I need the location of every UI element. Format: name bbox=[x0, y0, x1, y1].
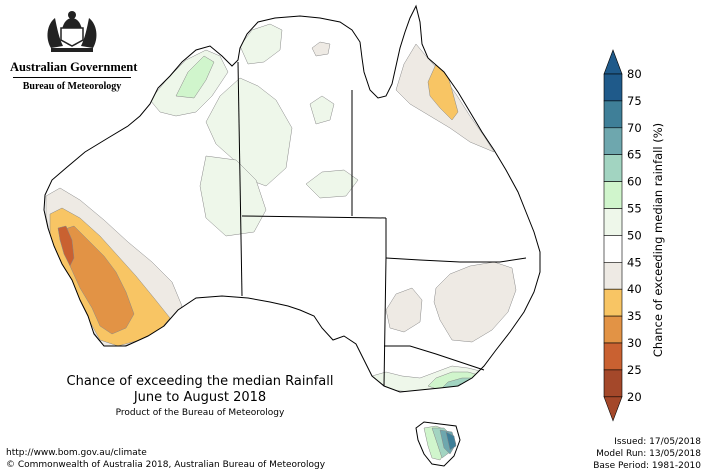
copyright-notice: © Commonwealth of Australia 2018, Austra… bbox=[6, 460, 326, 470]
legend-bin-40-45 bbox=[603, 262, 623, 290]
legend-tick-40: 40 bbox=[627, 282, 642, 296]
qld-nsw-border bbox=[385, 257, 527, 263]
source-url[interactable]: http://www.bom.gov.au/climate bbox=[6, 448, 147, 458]
legend-bin-25-30 bbox=[603, 342, 623, 371]
map-title-block: Chance of exceeding the median Rainfall … bbox=[40, 374, 360, 418]
map-title: Chance of exceeding the median Rainfall bbox=[66, 374, 334, 389]
legend-bin-75-80 bbox=[603, 73, 623, 102]
region-wetter-max-tasmania bbox=[445, 431, 457, 451]
product-credit: Product of the Bureau of Meteorology bbox=[115, 408, 285, 418]
government-logo: Australian Government Bureau of Meteorol… bbox=[10, 8, 138, 92]
legend-tick-30: 30 bbox=[627, 336, 642, 350]
region-wetter-light-patch-a bbox=[309, 95, 335, 125]
colour-scale-legend: 80 75 70 65 60 55 50 45 40 35 30 25 20 Chance of exc… bbox=[603, 49, 665, 422]
legend-bin-70-75 bbox=[603, 100, 623, 129]
legend-tick-80: 80 bbox=[627, 67, 642, 81]
region-drier-light-gulf bbox=[311, 41, 331, 57]
wa-border bbox=[237, 61, 243, 297]
coat-of-arms-icon bbox=[47, 11, 97, 52]
legend-arrow-bottom bbox=[603, 396, 623, 422]
legend-tick-70: 70 bbox=[627, 121, 642, 135]
legend-bin-60-65 bbox=[603, 154, 623, 182]
region-wetter-kangaroo-island bbox=[329, 343, 347, 355]
region-drier-light-nsw bbox=[433, 261, 517, 343]
legend-tick-60: 60 bbox=[627, 175, 642, 189]
legend-bin-20-25 bbox=[603, 369, 623, 398]
issued-date: Issued: 17/05/2018 bbox=[614, 437, 701, 447]
government-name: Australian Government bbox=[10, 60, 138, 74]
bureau-name: Bureau of Meteorology bbox=[22, 81, 122, 92]
legend-tick-50: 50 bbox=[627, 228, 642, 242]
legend-tick-25: 25 bbox=[627, 363, 642, 377]
region-drier-mid-swwa bbox=[61, 225, 135, 335]
legend-arrow-top bbox=[603, 49, 623, 75]
sa-nsw-border bbox=[383, 257, 387, 387]
state-borders bbox=[237, 61, 527, 387]
map-period: June to August 2018 bbox=[133, 390, 267, 405]
legend-bin-55-60 bbox=[603, 181, 623, 209]
legend-title: Chance of exceeding median rainfall (%) bbox=[651, 123, 665, 357]
nt-sa-border bbox=[241, 215, 387, 219]
region-wetter-light-patch-b bbox=[305, 169, 359, 199]
legend-bins bbox=[603, 49, 623, 422]
legend-bin-50-55 bbox=[603, 208, 623, 236]
legend-tick-75: 75 bbox=[627, 94, 642, 108]
region-wetter-light-central bbox=[205, 77, 293, 187]
base-period: Base Period: 1981-2010 bbox=[593, 461, 701, 471]
region-drier-light-sa bbox=[385, 287, 423, 333]
legend-tick-20: 20 bbox=[627, 390, 642, 404]
legend-tick-45: 45 bbox=[627, 255, 642, 269]
legend-tick-65: 65 bbox=[627, 148, 642, 162]
legend-bin-30-35 bbox=[603, 315, 623, 344]
nsw-vic-border bbox=[384, 345, 485, 371]
logo-divider bbox=[13, 77, 131, 78]
region-wetter-light-nt bbox=[239, 23, 283, 65]
region-drier-strong-swwa bbox=[57, 225, 75, 267]
legend-ticks: 80 75 70 65 60 55 50 45 40 35 30 25 20 bbox=[627, 67, 642, 404]
legend-bin-45-50 bbox=[603, 235, 623, 263]
legend-tick-35: 35 bbox=[627, 309, 642, 323]
model-run-date: Model Run: 13/05/2018 bbox=[596, 449, 701, 459]
legend-bin-65-70 bbox=[603, 127, 623, 156]
legend-tick-55: 55 bbox=[627, 202, 642, 216]
legend-bin-35-40 bbox=[603, 288, 623, 317]
region-wetter-kimberley bbox=[175, 55, 215, 99]
